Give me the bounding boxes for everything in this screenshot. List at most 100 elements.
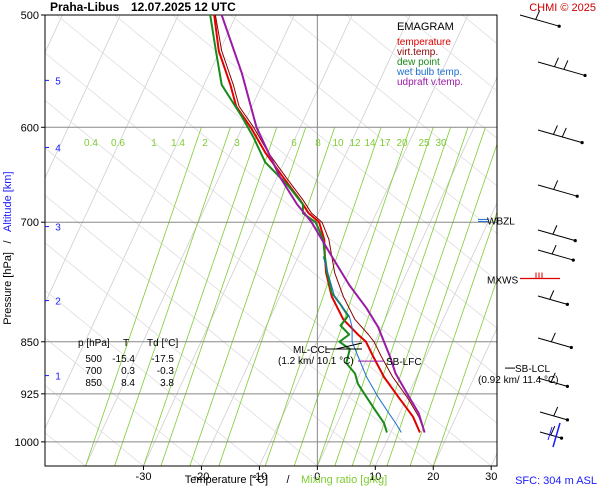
dry-adiabat-guide	[45, 337, 202, 466]
isotherm-guide	[259, 15, 469, 466]
mixing-ratio-label: 17	[379, 138, 391, 149]
wind-barb	[537, 337, 572, 349]
pressure-tick-label: 1000	[15, 437, 39, 449]
x-tick-label: 30	[485, 471, 497, 483]
legend-item-virt-temp: virt.temp.	[397, 47, 438, 58]
isotherm-guide	[45, 15, 179, 305]
x-tick-label: -10	[251, 471, 267, 483]
wind-barb	[537, 61, 586, 76]
dry-adiabat-guide	[172, 15, 497, 282]
dry-adiabat-guide	[45, 384, 144, 466]
wind-barb	[537, 249, 574, 261]
mixing-ratio-label: 30	[435, 138, 447, 149]
legend-item-dew-point: dew point	[397, 57, 440, 68]
mixing-ratio-line	[160, 127, 278, 466]
isotherm-guide	[85, 15, 295, 466]
pressure-tick-label: 500	[21, 10, 39, 22]
mixing-ratio-label: 1	[151, 138, 157, 149]
series-virt-temp	[214, 15, 426, 433]
wind-barbs	[519, 10, 587, 448]
isotherm-guide	[201, 15, 411, 466]
mxws-label: MXWS	[487, 275, 518, 286]
sb-lcl-label: SB-LCL	[515, 364, 550, 375]
table-cell: 700	[85, 366, 102, 377]
wind-barb-dot	[565, 418, 570, 422]
mixing-ratio-line	[218, 127, 336, 466]
table-cell: 0.3	[121, 366, 135, 377]
wind-barb-flag	[552, 225, 558, 235]
dry-adiabat-guide	[45, 242, 318, 466]
legend-item-updraft: udpraft v.temp.	[397, 77, 463, 88]
wind-barb	[537, 377, 568, 387]
wind-barb-flag	[550, 372, 556, 382]
datetime-label: 12.07.2025 12 UTC	[131, 0, 236, 14]
dry-adiabat-guide	[45, 99, 492, 466]
mixing-ratio-line	[386, 142, 497, 466]
wind-barb-dot	[571, 258, 575, 262]
wind-barb-dot	[569, 345, 573, 350]
mixing-ratio-line	[351, 127, 469, 466]
table-cell: 500	[85, 354, 102, 365]
surface-wind-barb	[547, 426, 553, 441]
chart-title: EMAGRAM	[397, 21, 454, 33]
sb-lcl-sublabel: (0.92 km/ 11.4 °C)	[478, 375, 559, 386]
altitude-tick-label: 2	[55, 297, 61, 308]
wind-barb-dot	[575, 194, 579, 198]
dry-adiabat-guide	[288, 15, 497, 187]
pressure-axis-ticks: 500 600 700 850 925 1000	[15, 10, 45, 449]
mixing-ratio-label: 20	[396, 138, 408, 149]
ml-ccl-marker	[335, 342, 363, 350]
x-axis-label-2: Mixing ratio [g/kg]	[301, 474, 387, 486]
mixing-ratio-line	[293, 127, 411, 466]
table-cell: -17.5	[151, 354, 174, 365]
table-cell: 3.8	[160, 378, 174, 389]
mixing-ratio-line	[432, 278, 497, 466]
mixing-ratio-label: 8	[315, 138, 321, 149]
dry-adiabat-guide	[404, 15, 497, 92]
table-cell: 8.4	[121, 378, 135, 389]
wind-barb-flag	[549, 290, 555, 300]
copyright-label: CHMI © 2025	[529, 2, 596, 14]
table-header: p [hPa]	[78, 338, 110, 349]
mixing-ratio-label: 6	[291, 138, 297, 149]
dry-adiabat-guide	[114, 15, 497, 329]
dry-adiabat-guide	[45, 147, 434, 466]
isotherm-guide	[432, 327, 497, 466]
x-axis-label: Temperature [°C]	[185, 474, 268, 486]
wind-barb-dot	[565, 302, 570, 306]
x-tick-label: -30	[136, 471, 152, 483]
wind-barb	[537, 129, 583, 144]
ml-ccl-sublabel: (1.2 km/ 10.1 °C)	[278, 356, 354, 367]
mixing-ratio-label: 0.4	[84, 138, 98, 149]
pressure-tick-label: 600	[21, 122, 39, 134]
mixing-ratio-label: 10	[332, 138, 344, 149]
isotherm-guide	[374, 201, 497, 466]
ml-ccl-label: ML-CCL	[293, 345, 331, 356]
wind-barb-flag	[553, 180, 559, 190]
altitude-tick-label: 1	[55, 372, 61, 383]
wind-barb	[539, 431, 562, 439]
mixing-ratio-labels: 0.4 0.6 1 1.4 2 3 6 8 10 12 14 17 20 25 30	[84, 138, 447, 149]
dry-adiabat-guide	[45, 52, 497, 424]
mixing-ratio-line	[409, 210, 497, 466]
x-tick-label: 0	[314, 471, 320, 483]
x-tick-label: -20	[194, 471, 210, 483]
level-annotations: WBZL MXWS SB-LFC SB-LCL(0.92 km/ 11.4 °C) ML…	[278, 216, 560, 386]
isotherm-guide	[143, 15, 353, 466]
mixing-ratio-label: 14	[364, 138, 376, 149]
dry-adiabat-guide	[45, 194, 376, 466]
wind-barb	[537, 295, 568, 305]
pressure-tick-label: 850	[21, 337, 39, 349]
wind-barb-dot	[573, 239, 577, 243]
altitude-axis-label: Altitude [km]	[2, 171, 14, 232]
wind-barb-flag	[553, 406, 559, 417]
background-guides	[45, 15, 497, 466]
wind-barb	[537, 184, 578, 197]
altitude-tick-label: 5	[55, 76, 61, 87]
altitude-axis-ticks: 5 4 3 2 1	[45, 76, 61, 383]
wind-barb-flag	[550, 332, 556, 343]
wind-barb	[519, 14, 560, 27]
wind-barb-flag	[554, 57, 559, 67]
